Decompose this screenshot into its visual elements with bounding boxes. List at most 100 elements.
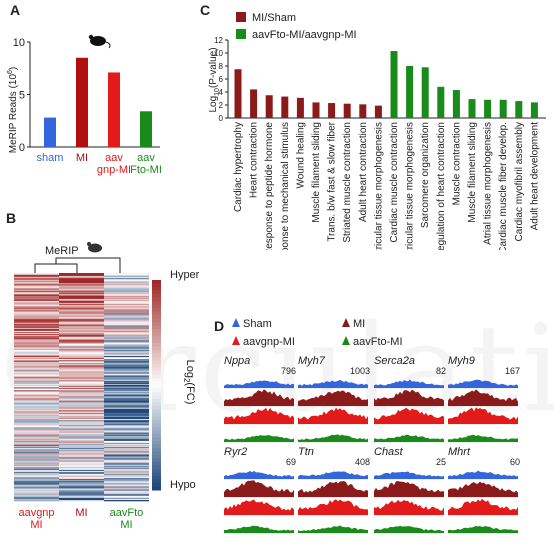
heatmap-cell	[14, 293, 59, 296]
heatmap-cell	[14, 289, 59, 291]
heatmap-cell	[14, 477, 59, 479]
heatmap-cell	[59, 466, 104, 469]
heatmap-cell	[104, 382, 149, 385]
heatmap-cell	[59, 431, 104, 433]
heatmap-cell	[59, 393, 104, 395]
gene-scale: 69	[286, 457, 296, 467]
heatmap-cell	[59, 458, 104, 460]
heatmap-cell	[104, 494, 149, 497]
heatmap-cell	[104, 453, 149, 455]
heatmap-cell	[59, 353, 104, 356]
heatmap-cell	[14, 313, 59, 315]
heatmap-cell	[59, 413, 104, 416]
heatmap-cell	[14, 400, 59, 402]
heatmap-cell	[59, 342, 104, 344]
heatmap-cell	[14, 466, 59, 469]
heatmap-cell	[14, 487, 59, 489]
heatmap-cell	[59, 323, 104, 326]
heatmap-cell	[14, 378, 59, 381]
label-hyper: Hyper	[170, 269, 200, 281]
heatmap-cell	[14, 450, 59, 452]
panel-c-bar	[530, 102, 538, 118]
heatmap-cell	[59, 385, 104, 388]
heatmap-cell	[14, 394, 59, 396]
heatmap-cell	[59, 437, 104, 440]
heatmap-cell	[104, 348, 149, 350]
heatmap-cell	[59, 362, 104, 364]
heatmap-cell	[59, 412, 104, 415]
heatmap-cell	[104, 295, 149, 298]
heatmap-cell	[59, 477, 104, 479]
heatmap-cell	[59, 411, 104, 414]
heatmap-cell	[14, 339, 59, 341]
coverage-track	[448, 434, 518, 442]
heatmap-cell	[14, 447, 59, 449]
heatmap-cell	[59, 439, 104, 442]
heatmap-cell	[14, 411, 59, 414]
gene-name: Serca2a	[374, 355, 415, 367]
gene-scale: 60	[510, 457, 520, 467]
heatmap-cell	[14, 446, 59, 448]
heatmap-cell	[104, 318, 149, 320]
colorbar-segment	[152, 395, 161, 400]
heatmap-cell	[104, 431, 149, 433]
heatmap-cell	[59, 363, 104, 365]
heatmap-cell	[59, 309, 104, 311]
heatmap-cell	[14, 327, 59, 330]
panel-a-bar	[140, 111, 152, 147]
heatmap-cell	[14, 345, 59, 347]
panel-c-category-label: Ventricular tissue morphogenesis	[405, 122, 416, 250]
colorbar-segment	[152, 427, 161, 431]
heatmap-cell	[14, 396, 59, 398]
panel-c-category-label: Response to peptide hormone	[264, 122, 275, 250]
label-hypo: Hypo	[170, 479, 196, 491]
heatmap-cell	[104, 434, 149, 437]
heatmap-cell	[59, 423, 104, 425]
gene-scale: 82	[436, 366, 446, 376]
gene-scale: 408	[355, 457, 370, 467]
panel-a-bar	[44, 117, 56, 147]
colorbar-segment	[152, 420, 161, 424]
panel-c-category-label: Regulation of heart contraction	[436, 122, 447, 250]
heatmap-cell	[104, 433, 149, 435]
heatmap-cell	[59, 289, 104, 291]
heatmap-cell	[14, 395, 59, 397]
heatmap-cell	[14, 281, 59, 283]
heatmap-cell	[59, 456, 104, 458]
panel-a-letter: A	[10, 2, 21, 18]
heatmap-cell	[104, 411, 149, 414]
heatmap-cell	[14, 298, 59, 301]
heatmap-cell	[59, 398, 104, 400]
heatmap-cell	[59, 310, 104, 312]
heatmap-cell	[59, 389, 104, 391]
heatmap-cell	[14, 470, 59, 473]
heatmap-cell	[104, 331, 149, 333]
colorbar-segment	[152, 430, 161, 435]
heatmap-cell	[104, 466, 149, 469]
colorbar-segment	[152, 294, 161, 298]
heatmap-cell	[104, 485, 149, 487]
colorbar-segment	[152, 371, 161, 375]
coverage-track	[374, 407, 444, 424]
panel-c-ytick-label: 4	[219, 88, 224, 97]
heatmap-cell	[104, 438, 149, 441]
heatmap-cell	[104, 372, 149, 374]
dendrogram	[34, 257, 121, 273]
heatmap-cell	[104, 479, 149, 481]
panel-c-bar	[250, 89, 258, 118]
heatmap-cell	[14, 414, 59, 417]
heatmap-cell	[14, 498, 59, 501]
heatmap-cell	[59, 337, 104, 339]
heatmap-cell	[104, 463, 149, 466]
heatmap-cell	[59, 348, 104, 350]
heatmap-cell	[59, 409, 104, 412]
heatmap-cell	[14, 454, 59, 456]
heatmap-cell	[14, 458, 59, 460]
heatmap-cell	[14, 495, 59, 498]
panel-a-ytick-label: 0	[19, 142, 25, 154]
heatmap-cell	[104, 417, 149, 419]
heatmap-cell	[14, 287, 59, 289]
heatmap-cell	[59, 345, 104, 347]
heatmap-cell	[59, 280, 104, 282]
panel-c-category-label: Muscle filament sliding	[467, 122, 478, 223]
